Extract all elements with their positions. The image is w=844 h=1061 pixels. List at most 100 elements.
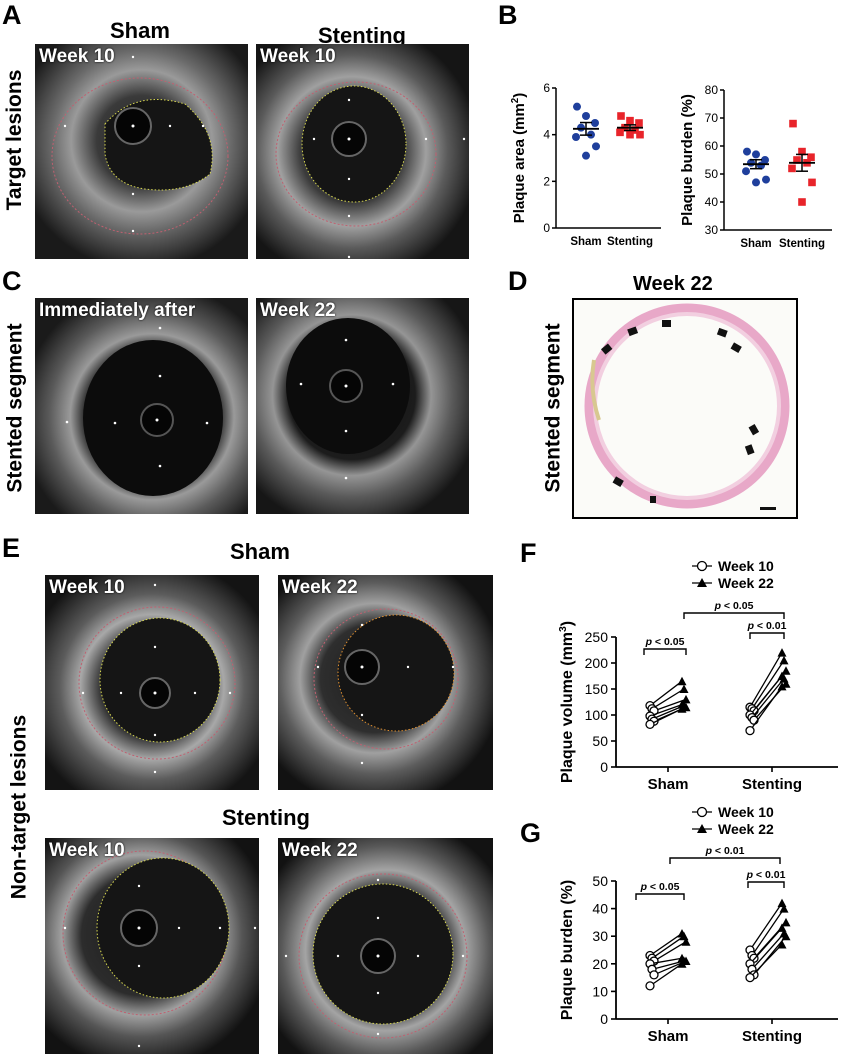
pair-line: [653, 941, 687, 962]
data-point: [789, 119, 797, 128]
y-tick-label: 30: [592, 928, 608, 944]
y-tick-label: 50: [705, 167, 719, 181]
ivus-label-week22-stented: Week 22: [260, 300, 336, 321]
panel-d-row-title: Stented segment: [541, 323, 565, 493]
y-tick-label: 70: [705, 111, 719, 125]
y-tick-label: 50: [592, 873, 608, 889]
significance-bracket: [747, 881, 785, 888]
pair-line: [749, 902, 783, 951]
chart-plaque-volume: 0 50 100 150 200 250 Plaque volume (mm3) Sham St…: [540, 555, 844, 800]
ivus-label-nontarget-sham-week10: Week 10: [49, 577, 125, 598]
chart-plaque-burden-g: 0 10 20 30 40 50 Plaque burden (%) Sham Stenting…: [540, 806, 844, 1058]
pair-line: [649, 957, 683, 965]
pair-line: [649, 703, 683, 717]
pair-line: [751, 660, 785, 710]
y-tick-label: 0: [543, 221, 550, 235]
data-point: [636, 130, 644, 139]
ivus-image-sham-target-week10: Week 10: [35, 44, 248, 259]
data-point: [577, 123, 585, 132]
week10-point: [745, 725, 755, 736]
pair-line: [749, 675, 783, 716]
y-tick-label: 100: [585, 707, 609, 723]
x-tick-label: Stenting: [742, 776, 802, 793]
legend-week22-marker: [697, 824, 707, 833]
week22-point: [779, 655, 789, 665]
y-tick-label: 0: [600, 1011, 608, 1027]
x-tick-label: Sham: [570, 236, 601, 248]
y-tick-label: 2: [543, 174, 550, 188]
significance-label: p < 0.01: [746, 869, 786, 881]
y-tick-label: 150: [585, 681, 609, 697]
week22-point: [677, 704, 687, 713]
data-point: [592, 142, 600, 151]
significance-bracket: [669, 857, 781, 864]
data-point: [798, 147, 806, 156]
y-axis-label: Plaque area (mm2): [510, 93, 528, 224]
data-point: [582, 151, 590, 160]
data-point: [626, 116, 634, 125]
significance-label: p < 0.05: [640, 881, 680, 893]
ivus-image-stented-immediately-after: Immediately after: [35, 298, 248, 514]
pair-line: [651, 688, 685, 710]
data-point: [762, 175, 770, 184]
data-point: [617, 112, 625, 120]
data-point: [591, 119, 599, 127]
pair-line: [651, 705, 685, 720]
panel-a-stenting-title: Stenting: [318, 23, 406, 48]
week22-point: [781, 666, 791, 675]
x-tick-label: Stenting: [742, 1028, 802, 1045]
x-tick-label: Sham: [648, 776, 689, 793]
data-point: [573, 102, 581, 111]
week10-point: [649, 970, 659, 980]
legend-week10-label: Week 10: [718, 558, 774, 574]
week22-point: [681, 937, 691, 946]
panel-c-letter: C: [2, 266, 22, 296]
ivus-label-sham-target-week10: Week 10: [39, 46, 115, 67]
data-point: [807, 153, 815, 161]
significance-label: p < 0.01: [705, 845, 745, 857]
significance-bracket: [683, 612, 785, 619]
week22-point: [777, 898, 787, 908]
panel-a-letter: A: [2, 0, 22, 30]
ivus-label-nontarget-stenting-week22: Week 22: [282, 840, 358, 861]
legend-week22-label: Week 22: [718, 575, 774, 591]
week22-point: [781, 917, 791, 927]
ivus-label-nontarget-stenting-week10: Week 10: [49, 840, 125, 861]
histology-stented-segment: [572, 298, 798, 519]
data-point: [752, 178, 760, 187]
panel-a-sham-title: Sham: [110, 18, 170, 43]
week10-point: [645, 719, 655, 730]
y-tick-label: 50: [592, 733, 608, 749]
y-tick-label: 40: [592, 901, 608, 917]
panel-e-row-title: Non-target lesions: [7, 714, 31, 900]
week22-point: [677, 676, 687, 686]
week22-point: [777, 648, 787, 657]
pair-line: [749, 686, 783, 731]
x-tick-label: Sham: [740, 238, 771, 250]
chart-plaque-burden-b: 30 40 50 60 70 80 Plaque burden (%) Sham Stentin…: [676, 50, 844, 260]
y-axis-label: Plaque volume (mm3): [558, 621, 576, 783]
y-tick-label: 6: [543, 81, 550, 95]
y-tick-label: 10: [592, 983, 608, 999]
x-tick-label: Stenting: [779, 238, 825, 250]
y-tick-label: 60: [705, 139, 719, 153]
data-point: [788, 164, 796, 173]
x-tick-label: Sham: [648, 1028, 689, 1045]
data-point: [808, 178, 816, 187]
ivus-image-stenting-target-week10: Week 10: [256, 44, 469, 259]
data-point: [616, 128, 624, 137]
pair-line: [651, 935, 685, 959]
data-point: [798, 198, 806, 206]
ivus-label-stenting-target-week10: Week 10: [260, 46, 336, 67]
y-tick-label: 40: [705, 195, 719, 209]
pair-line: [749, 652, 783, 708]
legend-week22-label: Week 22: [718, 821, 774, 837]
week22-point: [777, 939, 787, 949]
ivus-image-nontarget-stenting-week10: Week 10: [45, 838, 259, 1054]
y-tick-label: 20: [592, 956, 608, 972]
y-axis-label: Plaque burden (%): [559, 880, 576, 1020]
ivus-image-nontarget-stenting-week22: Week 22: [278, 838, 493, 1054]
y-tick-label: 250: [585, 629, 609, 645]
week22-point: [679, 684, 689, 693]
legend-week10-label: Week 10: [718, 806, 774, 820]
